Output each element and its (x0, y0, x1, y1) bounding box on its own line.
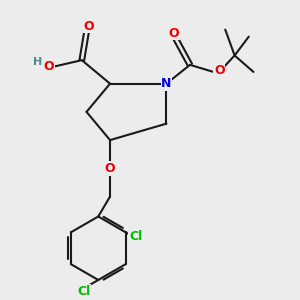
Text: O: O (105, 162, 115, 175)
Text: Cl: Cl (77, 285, 90, 298)
Text: O: O (214, 64, 225, 77)
Text: H: H (32, 57, 42, 67)
Text: O: O (168, 27, 179, 40)
Text: N: N (161, 77, 172, 90)
Text: O: O (84, 20, 94, 33)
Text: O: O (44, 59, 54, 73)
Text: Cl: Cl (129, 230, 142, 243)
